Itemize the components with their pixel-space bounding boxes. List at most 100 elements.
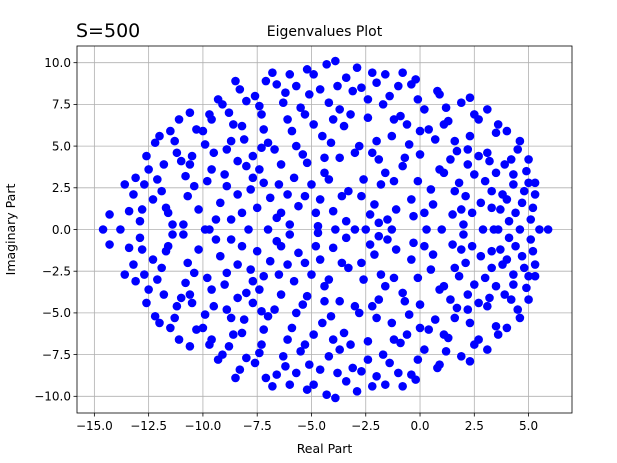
eigenvalue-point — [415, 300, 425, 309]
eigenvalue-point — [441, 346, 451, 356]
eigenvalue-point — [181, 278, 190, 288]
eigenvalue-point — [519, 186, 529, 196]
eigenvalue-point — [296, 346, 305, 356]
x-axis: −15.0 −12.5 −10.0 −7.5 −5.0 −2.5 0.0 2.5 5.0 — [76, 413, 538, 433]
eigenvalue-point — [166, 323, 175, 333]
eigenvalue-point — [535, 225, 544, 234]
eigenvalue-point — [237, 121, 247, 131]
eigenvalue-point — [192, 325, 201, 334]
x-tick-label: −12.5 — [130, 419, 167, 433]
eigenvalue-point — [211, 215, 221, 224]
eigenvalue-point — [274, 270, 284, 279]
eigenvalue-point — [194, 245, 203, 254]
eigenvalue-point — [450, 263, 460, 273]
eigenvalue-point — [179, 230, 188, 239]
eigenvalue-point — [400, 153, 410, 163]
eigenvalue-point — [246, 185, 255, 194]
eigenvalue-point — [211, 235, 221, 244]
eigenvalue-point — [135, 233, 145, 243]
eigenvalue-point — [176, 293, 186, 303]
eigenvalue-point — [291, 308, 301, 318]
y-tick-label: 10.0 — [44, 56, 71, 70]
eigenvalue-point — [341, 377, 351, 386]
eigenvalue-point — [307, 180, 316, 189]
eigenvalue-point — [309, 70, 318, 79]
eigenvalue-point — [374, 295, 384, 304]
eigenvalue-point — [352, 63, 362, 72]
eigenvalue-point — [239, 315, 249, 324]
eigenvalue-point — [333, 81, 342, 91]
eigenvalue-point — [174, 115, 184, 124]
eigenvalue-point — [476, 198, 486, 208]
y-tick-label: −2.5 — [42, 265, 71, 279]
eigenvalue-point — [456, 245, 466, 254]
eigenvalue-point — [248, 173, 258, 183]
eigenvalue-point — [524, 271, 533, 281]
eigenvalue-point — [328, 206, 338, 216]
eigenvalue-point — [161, 246, 171, 256]
eigenvalue-point — [365, 240, 375, 249]
eigenvalue-point — [226, 215, 236, 224]
eigenvalue-point — [456, 205, 466, 214]
eigenvalue-point — [276, 208, 286, 218]
eigenvalue-point — [515, 225, 525, 234]
eigenvalue-point — [224, 341, 234, 351]
eigenvalue-point — [339, 328, 349, 338]
eigenvalue-point — [398, 382, 407, 391]
eigenvalue-point — [363, 336, 373, 346]
eigenvalue-point — [341, 216, 351, 226]
eigenvalue-point — [413, 355, 423, 364]
eigenvalue-point — [459, 230, 468, 239]
eigenvalue-point — [448, 240, 457, 249]
eigenvalue-point — [129, 260, 138, 269]
eigenvalue-point — [300, 191, 310, 201]
eigenvalue-point — [153, 275, 162, 284]
eigenvalue-point — [278, 351, 288, 361]
eigenvalue-point — [331, 56, 340, 66]
eigenvalue-point — [509, 280, 518, 289]
eigenvalue-point — [283, 115, 292, 124]
eigenvalue-point — [515, 136, 525, 146]
eigenvalue-point — [268, 382, 277, 391]
eigenvalue-point — [504, 216, 514, 226]
eigenvalue-point — [530, 178, 540, 188]
eigenvalue-point — [294, 201, 303, 211]
eigenvalue-point — [328, 243, 338, 253]
eigenvalue-point — [380, 380, 390, 389]
eigenvalue-point — [439, 330, 449, 339]
y-tick-label: −7.5 — [42, 348, 71, 362]
eigenvalue-point — [202, 176, 212, 186]
eigenvalue-point — [281, 361, 290, 371]
eigenvalue-point — [450, 136, 460, 146]
eigenvalue-point — [506, 295, 516, 304]
eigenvalue-point — [491, 168, 501, 178]
eigenvalue-point — [389, 115, 399, 124]
eigenvalue-point — [213, 95, 223, 104]
eigenvalue-point — [142, 151, 151, 161]
eigenvalue-point — [463, 305, 473, 314]
eigenvalue-point — [244, 225, 253, 234]
eigenvalue-point — [341, 73, 351, 82]
eigenvalue-point — [189, 268, 199, 278]
y-tick-label: 5.0 — [52, 139, 71, 153]
eigenvalue-point — [435, 285, 444, 294]
eigenvalue-point — [255, 165, 264, 174]
eigenvalue-point — [324, 98, 334, 108]
eigenvalue-point — [278, 98, 288, 108]
eigenvalue-point — [526, 215, 536, 224]
eigenvalue-point — [176, 156, 186, 166]
eigenvalue-point — [324, 275, 334, 284]
corner-label: S=500 — [76, 20, 141, 42]
eigenvalue-point — [320, 281, 329, 291]
eigenvalue-point — [344, 263, 353, 273]
eigenvalue-point — [124, 206, 134, 216]
eigenvalue-point — [496, 205, 505, 214]
eigenvalue-point — [263, 225, 273, 234]
eigenvalue-point — [374, 231, 384, 241]
eigenvalue-point — [242, 353, 251, 363]
eigenvalue-point — [402, 330, 412, 339]
eigenvalue-point — [168, 220, 177, 229]
eigenvalue-point — [415, 150, 425, 159]
eigenvalue-point — [407, 370, 416, 379]
eigenvalue-point — [400, 296, 410, 306]
